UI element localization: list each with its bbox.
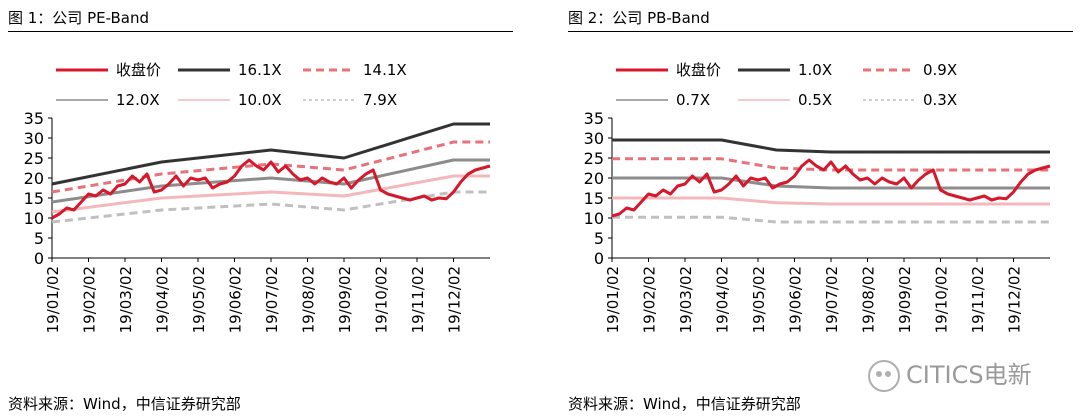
y-tick-label: 15: [584, 189, 604, 208]
pb-band-panel: 图 2：公司 PB-Band 收盘价 1.0X 0.9X 0.7X 0.5X 0.3X 0 5…: [560, 0, 1080, 419]
x-tick-label: 19/06/02: [227, 266, 245, 333]
x-tick-label: 19/06/02: [787, 266, 805, 333]
source-note: 资料来源：Wind，中信证券研究部: [568, 395, 801, 413]
title-divider: [568, 31, 1073, 32]
series-line: [51, 158, 491, 220]
x-tick-label: 19/07/02: [823, 266, 841, 333]
x-tick-label: 19/04/02: [714, 266, 732, 333]
legend-label: 1.0X: [798, 61, 832, 79]
x-tick-label: 19/02/02: [81, 266, 99, 333]
legend-label: 收盘价: [116, 61, 161, 79]
legend-label: 12.0X: [116, 91, 160, 109]
x-tick-label: 19/11/02: [969, 266, 987, 333]
wechat-icon: [868, 360, 900, 392]
series-line: [611, 158, 1051, 218]
series-line: [51, 190, 490, 224]
x-tick-label: 19/05/02: [750, 266, 768, 333]
source-note: 资料来源：Wind，中信证券研究部: [8, 395, 241, 413]
legend-label: 14.1X: [363, 61, 407, 79]
figure-title: 图 1：公司 PE-Band: [8, 9, 149, 27]
x-tick-label: 19/09/02: [336, 266, 354, 333]
watermark-text: CITICS电新: [906, 361, 1032, 389]
x-tick-label: 19/05/02: [190, 266, 208, 333]
y-tick-label: 10: [24, 209, 44, 228]
x-tick-label: 19/03/02: [117, 266, 135, 333]
x-tick-label: 19/01/02: [604, 266, 622, 333]
x-tick-label: 19/11/02: [409, 266, 427, 333]
y-tick-label: 30: [24, 129, 44, 148]
y-tick-label: 25: [24, 149, 44, 168]
legend-label: 0.7X: [676, 91, 710, 109]
series-line: [612, 157, 1050, 172]
x-tick-label: 19/01/02: [44, 266, 62, 333]
x-tick-label: 19/10/02: [933, 266, 951, 333]
series-line: [612, 215, 1050, 224]
y-tick-label: 0: [34, 249, 44, 268]
x-tick-label: 19/02/02: [641, 266, 659, 333]
y-tick-label: 35: [584, 109, 604, 128]
y-tick-label: 0: [594, 249, 604, 268]
y-tick-label: 25: [584, 149, 604, 168]
x-tick-label: 19/08/02: [300, 266, 318, 333]
y-tick-label: 35: [24, 109, 44, 128]
watermark: CITICS电新: [868, 355, 1032, 392]
legend-label: 7.9X: [363, 91, 397, 109]
legend-label: 16.1X: [238, 61, 282, 79]
pe-band-chart: 收盘价 16.1X 14.1X 12.0X 10.0X 7.9X 0510152025303…: [24, 61, 491, 333]
series-line: [612, 196, 1050, 206]
pe-band-panel: 图 1：公司 PE-Band 收盘价 16.1X 14.1X 12.0X 10.0X 7.…: [0, 0, 520, 419]
y-tick-label: 15: [24, 189, 44, 208]
y-tick-label: 10: [584, 209, 604, 228]
x-tick-label: 19/09/02: [896, 266, 914, 333]
title-divider: [8, 31, 513, 32]
legend-label: 0.9X: [923, 61, 957, 79]
figure-title: 图 2：公司 PB-Band: [568, 9, 710, 27]
legend-label: 10.0X: [238, 91, 282, 109]
x-tick-label: 19/03/02: [677, 266, 695, 333]
y-tick-label: 20: [24, 169, 44, 188]
x-tick-label: 19/10/02: [373, 266, 391, 333]
x-tick-label: 19/04/02: [154, 266, 172, 333]
y-tick-label: 20: [584, 169, 604, 188]
legend-label: 0.3X: [923, 91, 957, 109]
x-tick-label: 19/12/02: [446, 266, 464, 333]
series-line: [612, 138, 1050, 154]
legend-label: 收盘价: [676, 61, 721, 79]
y-tick-label: 5: [34, 229, 44, 248]
y-tick-label: 5: [594, 229, 604, 248]
x-tick-label: 19/12/02: [1006, 266, 1024, 333]
legend-label: 0.5X: [798, 91, 832, 109]
x-tick-label: 19/08/02: [860, 266, 878, 333]
y-tick-label: 30: [584, 129, 604, 148]
series-line: [51, 158, 490, 204]
series-line: [51, 174, 490, 214]
x-tick-label: 19/07/02: [263, 266, 281, 333]
series-line: [51, 122, 490, 186]
